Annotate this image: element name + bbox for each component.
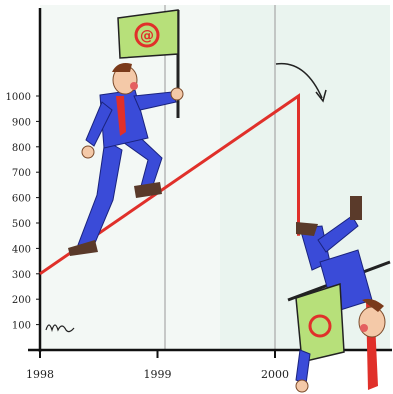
trend-line [39,93,300,276]
falling-businessman [287,196,391,393]
fallen-flag [295,282,345,363]
nose [130,82,138,90]
arm-lower [85,101,113,147]
fallen-swirl-symbol-icon [308,314,332,338]
y-tick-label: 200 [12,295,31,306]
plot-background-light [40,5,220,350]
y-tick-label: 500 [12,219,31,230]
y-tick-label: 600 [12,194,31,205]
shoe-back [68,240,98,256]
y-tick-labels: 100 200 300 400 500 600 700 800 900 1000 [6,92,40,332]
artist-signature [45,324,75,333]
y-tick-label: 100 [12,321,31,332]
falling-leg-right [317,215,359,253]
y-tick-label: 800 [12,143,31,154]
falling-shoe-right [350,196,362,220]
hand-lower [81,145,95,159]
falling-nose [360,324,368,332]
curved-arrow [275,62,323,99]
x-tick-label: 1998 [26,368,54,381]
x-tick-label: 1999 [144,368,172,381]
falling-hair [362,298,384,312]
y-tick-label: 300 [12,270,31,281]
y-tick-label: 400 [12,244,31,255]
falling-shoe-left [296,222,318,236]
necktie [116,96,126,136]
x-tick-label: 2000 [261,368,289,381]
y-tick-label: 900 [12,117,31,128]
falling-hand [295,379,309,393]
hair [112,63,132,72]
x-tick-labels: 1998 1999 2000 [26,350,289,381]
climbing-businessman: @ [68,9,184,256]
flag [117,9,179,59]
hand-raised [170,87,184,101]
falling-arm [295,349,311,385]
shoe-front [134,182,162,198]
arrow-head [315,89,327,103]
flag-symbol: @ [140,28,154,44]
y-tick-label: 700 [12,168,31,179]
falling-head [358,306,386,338]
swirl-symbol-icon [134,22,160,48]
y-tick-label: 1000 [6,92,31,103]
arm-raised [133,91,177,111]
